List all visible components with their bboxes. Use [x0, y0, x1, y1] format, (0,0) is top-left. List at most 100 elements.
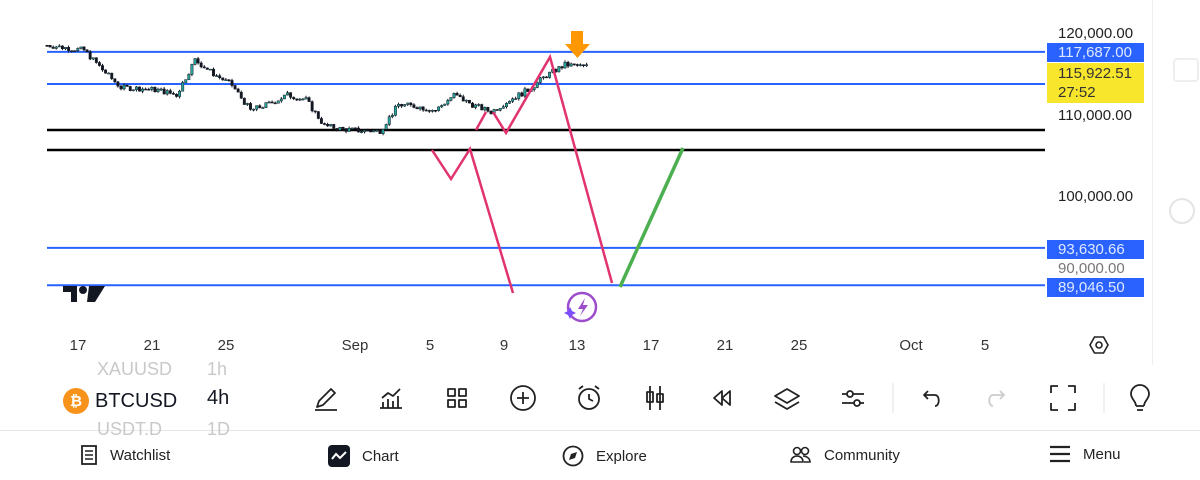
candle: [372, 129, 376, 133]
candle: [175, 93, 178, 98]
candle: [97, 61, 101, 67]
trend-line-drawing[interactable]: [491, 53, 614, 284]
alarm-icon[interactable]: [578, 385, 600, 410]
bitcoin-icon: ₿: [63, 388, 89, 414]
candle: [548, 71, 552, 79]
candle: [585, 62, 589, 67]
candle: [67, 45, 71, 53]
candle: [403, 103, 407, 107]
candle: [221, 77, 225, 81]
candle: [282, 94, 286, 100]
candle: [523, 86, 527, 99]
candle: [54, 46, 58, 50]
candle: [156, 87, 160, 93]
candle: [578, 63, 582, 67]
candle: [82, 46, 86, 52]
candle: [255, 105, 259, 112]
candle: [356, 126, 360, 133]
candle: [205, 67, 209, 70]
trend-line-drawing[interactable]: [618, 147, 685, 288]
candle: [338, 126, 342, 131]
next-interval: 1D: [207, 419, 231, 439]
candle: [575, 63, 579, 67]
settings-hex-icon[interactable]: [1089, 336, 1109, 354]
level-tag[interactable]: 89,046.50: [1047, 278, 1144, 297]
candle: [91, 57, 95, 61]
replay-icon[interactable]: [713, 390, 731, 406]
nav-community[interactable]: Community: [790, 445, 900, 465]
candle: [520, 91, 524, 97]
trend-line-drawing[interactable]: [430, 146, 515, 294]
pencil-icon[interactable]: [315, 388, 337, 411]
candle: [218, 73, 222, 80]
nav-explore[interactable]: Explore: [562, 445, 647, 467]
layers-icon[interactable]: [774, 388, 800, 410]
level-tag[interactable]: 93,630.66: [1047, 240, 1144, 259]
price-chart[interactable]: [0, 0, 1150, 365]
grid-icon[interactable]: [447, 388, 467, 408]
lightning-icon[interactable]: [564, 291, 598, 323]
candle: [224, 78, 228, 81]
candles-icon[interactable]: [646, 386, 664, 410]
lightbulb-icon[interactable]: [1130, 384, 1150, 411]
candle: [381, 128, 385, 136]
candle: [279, 96, 283, 103]
symbol-selector[interactable]: ₿ BTCUSD: [63, 388, 177, 414]
indicators-icon[interactable]: [380, 388, 402, 409]
candle: [384, 123, 388, 130]
candle: [289, 92, 293, 100]
candle: [582, 64, 585, 68]
trend-line-drawing[interactable]: [474, 111, 488, 131]
candle: [557, 65, 561, 73]
date-label: 17: [69, 337, 87, 354]
candle: [350, 127, 354, 130]
candle: [545, 76, 548, 79]
interval-selector[interactable]: 4h: [207, 387, 230, 409]
candle: [393, 104, 397, 117]
candle: [363, 129, 367, 134]
candle: [51, 45, 55, 49]
next-symbol: USDT.D: [97, 419, 163, 439]
candle: [110, 72, 114, 81]
candle: [298, 97, 302, 102]
candle: [144, 87, 148, 91]
candle: [252, 108, 256, 112]
plus-circle-icon[interactable]: [510, 385, 536, 411]
date-label: 9: [499, 337, 509, 354]
candle: [258, 104, 262, 109]
tradingview-logo: [63, 286, 105, 302]
candle: [329, 123, 333, 127]
candle: [511, 97, 515, 103]
undo-icon[interactable]: [923, 390, 940, 407]
candle: [134, 85, 138, 92]
fullscreen-icon[interactable]: [1050, 385, 1076, 411]
circle-icon[interactable]: [1169, 198, 1195, 224]
candle: [397, 102, 400, 109]
redo-icon[interactable]: [988, 390, 1005, 407]
candle: [347, 126, 351, 132]
candle: [489, 110, 493, 115]
nav-watchlist[interactable]: Watchlist: [80, 445, 170, 465]
nav-menu[interactable]: Menu: [1049, 445, 1121, 463]
candle-countdown: 27:52: [1058, 84, 1096, 101]
settings-sliders-icon[interactable]: [842, 390, 864, 407]
nav-chart[interactable]: Chart: [328, 445, 399, 467]
candle: [131, 89, 135, 92]
date-label: 21: [716, 337, 734, 354]
candle: [566, 60, 570, 69]
date-label: 13: [568, 337, 586, 354]
candle: [202, 64, 206, 69]
date-label: 21: [143, 337, 161, 354]
square-icon[interactable]: [1173, 58, 1199, 82]
candle: [184, 79, 188, 83]
candle: [427, 109, 431, 113]
date-label: 5: [980, 337, 990, 354]
candle: [569, 62, 573, 67]
candle: [230, 78, 234, 88]
candle: [332, 124, 336, 129]
candle: [113, 78, 117, 83]
candle: [477, 103, 481, 107]
nav-label: Chart: [362, 447, 399, 465]
candle: [178, 89, 182, 99]
level-tag[interactable]: 117,687.00: [1047, 43, 1144, 62]
